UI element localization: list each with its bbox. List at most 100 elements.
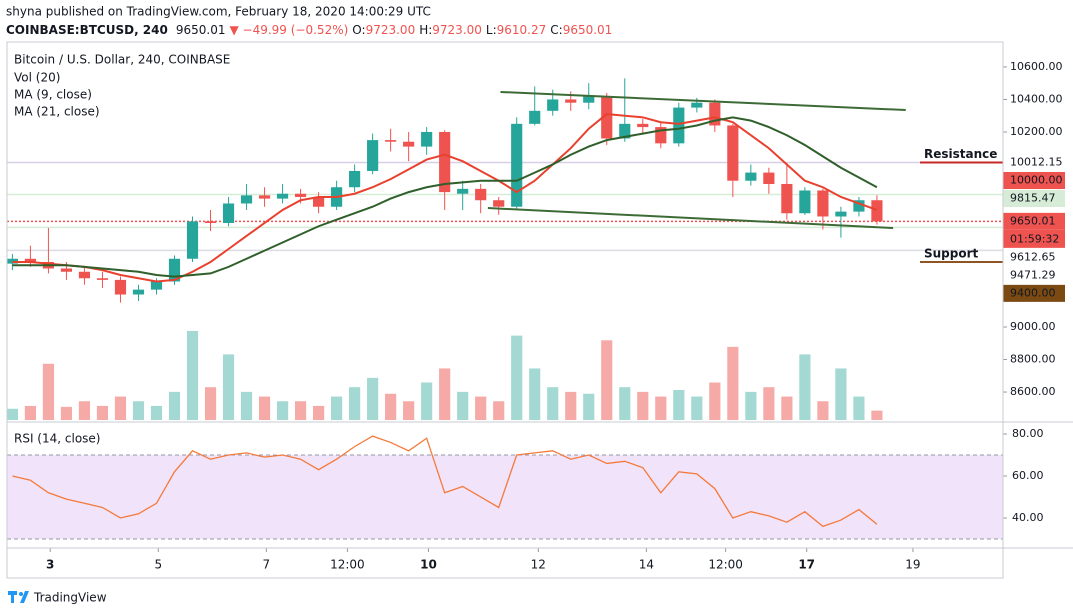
x-tick-label: 17: [798, 558, 815, 572]
price-label-box: [1003, 284, 1065, 302]
price-label: 9650.01: [1010, 214, 1056, 227]
candle-body: [781, 183, 793, 214]
symbol: COINBASE:BTCUSD, 240: [6, 23, 168, 37]
volume-bar: [529, 368, 541, 420]
published: shyna published on TradingView.com, Febr…: [6, 5, 431, 19]
candle-body: [132, 289, 145, 295]
candle-body: [24, 258, 36, 263]
volume-bar: [331, 396, 343, 420]
candle-body: [114, 279, 127, 295]
rsi-band: [7, 455, 1003, 539]
volume-bar: [601, 340, 613, 420]
change: ▼ −49.99 (−0.52%): [229, 23, 348, 37]
volume-bar: [150, 405, 163, 420]
rsi-tick-label: 40.00: [1012, 511, 1044, 524]
volume-bar: [276, 401, 289, 420]
volume-bar: [186, 330, 199, 420]
price-label: 9815.47: [1010, 191, 1056, 204]
candle-body: [763, 172, 775, 184]
x-tick-label: 5: [154, 558, 162, 572]
candle-body: [529, 110, 541, 124]
volume-bar: [457, 391, 469, 420]
price-label-box: [1003, 189, 1065, 207]
legend-ma9: MA (9, close): [14, 88, 92, 102]
candle-body: [691, 102, 703, 108]
candle-body: [78, 271, 91, 279]
x-tick-label: 10: [420, 558, 437, 572]
x-tick-label: 14: [639, 558, 654, 572]
volume-bar: [583, 393, 595, 420]
candle-body: [60, 268, 73, 272]
candle-body: [493, 200, 505, 207]
y-tick-label: 9000.00: [1010, 320, 1056, 333]
candle-body: [186, 221, 199, 259]
moving-average: [12, 113, 878, 283]
x-tick-label: 12:00: [708, 558, 743, 572]
volume-bar: [619, 387, 631, 420]
price-label-box: [1003, 171, 1065, 189]
volume-bar: [763, 387, 775, 420]
trendline: [500, 90, 906, 112]
volume-bar: [799, 354, 811, 420]
volume-bar: [313, 405, 325, 420]
volume-bar: [403, 401, 415, 420]
volume-bar: [132, 401, 145, 420]
h-k: H:: [419, 23, 432, 37]
candle-body: [421, 131, 433, 147]
volume-bar: [96, 405, 109, 420]
volume-bar: [835, 368, 847, 420]
volume-bar: [871, 410, 883, 420]
price-label: 10012.15: [1010, 155, 1063, 168]
price-label: 9471.29: [1010, 268, 1056, 281]
candle-body: [150, 281, 163, 290]
c-k: C:: [550, 23, 562, 37]
price-label-box: [1003, 153, 1065, 171]
y-tick-label: 8800.00: [1010, 353, 1056, 366]
candle-body: [349, 170, 361, 188]
candle-body: [655, 127, 667, 144]
candle-body: [853, 200, 865, 212]
level-label: Support: [924, 247, 979, 261]
candle-body: [313, 196, 325, 207]
volume-bar: [511, 335, 523, 420]
price-label: 10000.00: [1010, 173, 1063, 186]
x-tick-label: 12: [531, 558, 546, 572]
candle-body: [745, 172, 757, 181]
c-v: 9650.01: [563, 23, 613, 37]
level-label: Resistance: [924, 147, 997, 161]
candle-body: [727, 125, 739, 181]
candle-body: [439, 131, 451, 193]
legend-volume: Vol (20): [14, 71, 60, 85]
volume-bar: [60, 406, 73, 420]
volume-bar: [727, 346, 739, 420]
x-tick-label: 3: [46, 558, 54, 572]
rsi-tick-label: 80.00: [1012, 427, 1044, 440]
volume-bar: [367, 377, 379, 420]
volume-bar: [6, 408, 18, 420]
symbol-line: COINBASE:BTCUSD, 240 9650.01 ▼ −49.99 (−0.…: [6, 23, 612, 37]
y-tick-label: 10400.00: [1010, 92, 1063, 105]
countdown-box: [1003, 229, 1065, 248]
candle-body: [294, 193, 307, 197]
price-label-box: [1003, 248, 1065, 266]
volume-bar: [475, 396, 487, 420]
candle-body: [240, 195, 253, 204]
volume-bar: [691, 396, 703, 420]
volume-bar: [24, 405, 36, 420]
candle-body: [96, 278, 109, 280]
volume-bar: [349, 387, 361, 420]
candle-body: [637, 123, 649, 128]
frame: [6, 41, 1004, 579]
legend-ma21: MA (21, close): [14, 105, 100, 119]
legend-rsi: RSI (14, close): [14, 432, 100, 446]
volume-bar: [168, 391, 181, 420]
moving-average: [12, 116, 878, 278]
volume-bar: [853, 396, 865, 420]
candle-body: [204, 221, 217, 223]
volume-bar: [493, 401, 505, 420]
candle-body: [168, 258, 181, 282]
logo: [8, 591, 29, 603]
trendline: [487, 207, 894, 230]
countdown: 01:59:32: [1010, 232, 1059, 245]
